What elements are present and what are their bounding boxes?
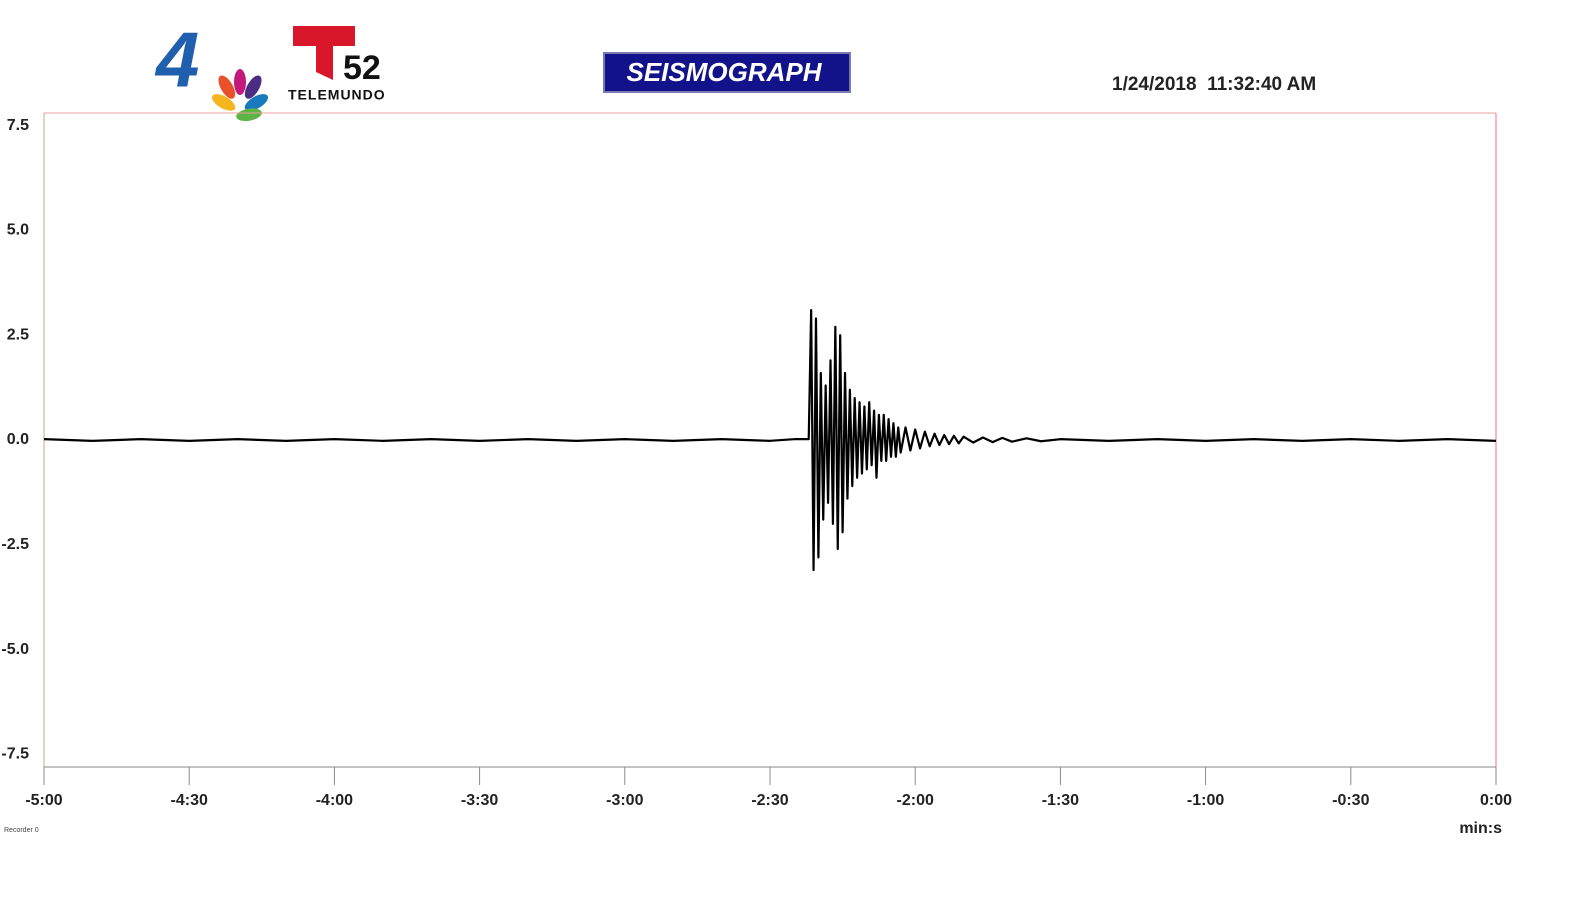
x-tick-label: -4:00 — [316, 792, 353, 809]
chart-title: SEISMOGRAPH — [626, 57, 822, 87]
x-tick-label: -1:00 — [1187, 792, 1224, 809]
y-tick-label: 0.0 — [7, 431, 29, 448]
x-axis-label: min:s — [1459, 820, 1502, 837]
logo-brand: TELEMUNDO — [288, 87, 386, 103]
x-tick-label: -5:00 — [25, 792, 62, 809]
logo-number: 52 — [343, 49, 381, 87]
x-tick-label: -3:00 — [606, 792, 643, 809]
y-tick-label: -7.5 — [1, 746, 29, 763]
logo: 4 52 TELEMUNDO — [154, 16, 386, 122]
x-tick-label: -4:30 — [171, 792, 208, 809]
peacock — [211, 69, 269, 122]
recorder-label: Recorder 0 — [4, 827, 39, 834]
x-tick-label: -0:30 — [1332, 792, 1369, 809]
y-tick-label: 2.5 — [7, 326, 29, 343]
logo-channel: 4 — [154, 16, 199, 104]
y-tick-label: -2.5 — [1, 536, 29, 553]
x-tick-label: -3:30 — [461, 792, 498, 809]
date-time: 1/24/2018 11:32:40 AM — [1112, 74, 1316, 95]
telemundo-t — [293, 26, 355, 80]
x-tick-label: -1:30 — [1042, 792, 1079, 809]
y-tick-label: 5.0 — [7, 222, 29, 239]
y-tick-label: 7.5 — [7, 117, 29, 134]
y-tick-label: -5.0 — [1, 641, 29, 658]
x-tick-label: 0:00 — [1480, 792, 1512, 809]
x-tick-label: -2:30 — [751, 792, 788, 809]
title-box — [603, 52, 851, 93]
waveform — [43, 308, 1497, 572]
x-tick-label: -2:00 — [897, 792, 934, 809]
